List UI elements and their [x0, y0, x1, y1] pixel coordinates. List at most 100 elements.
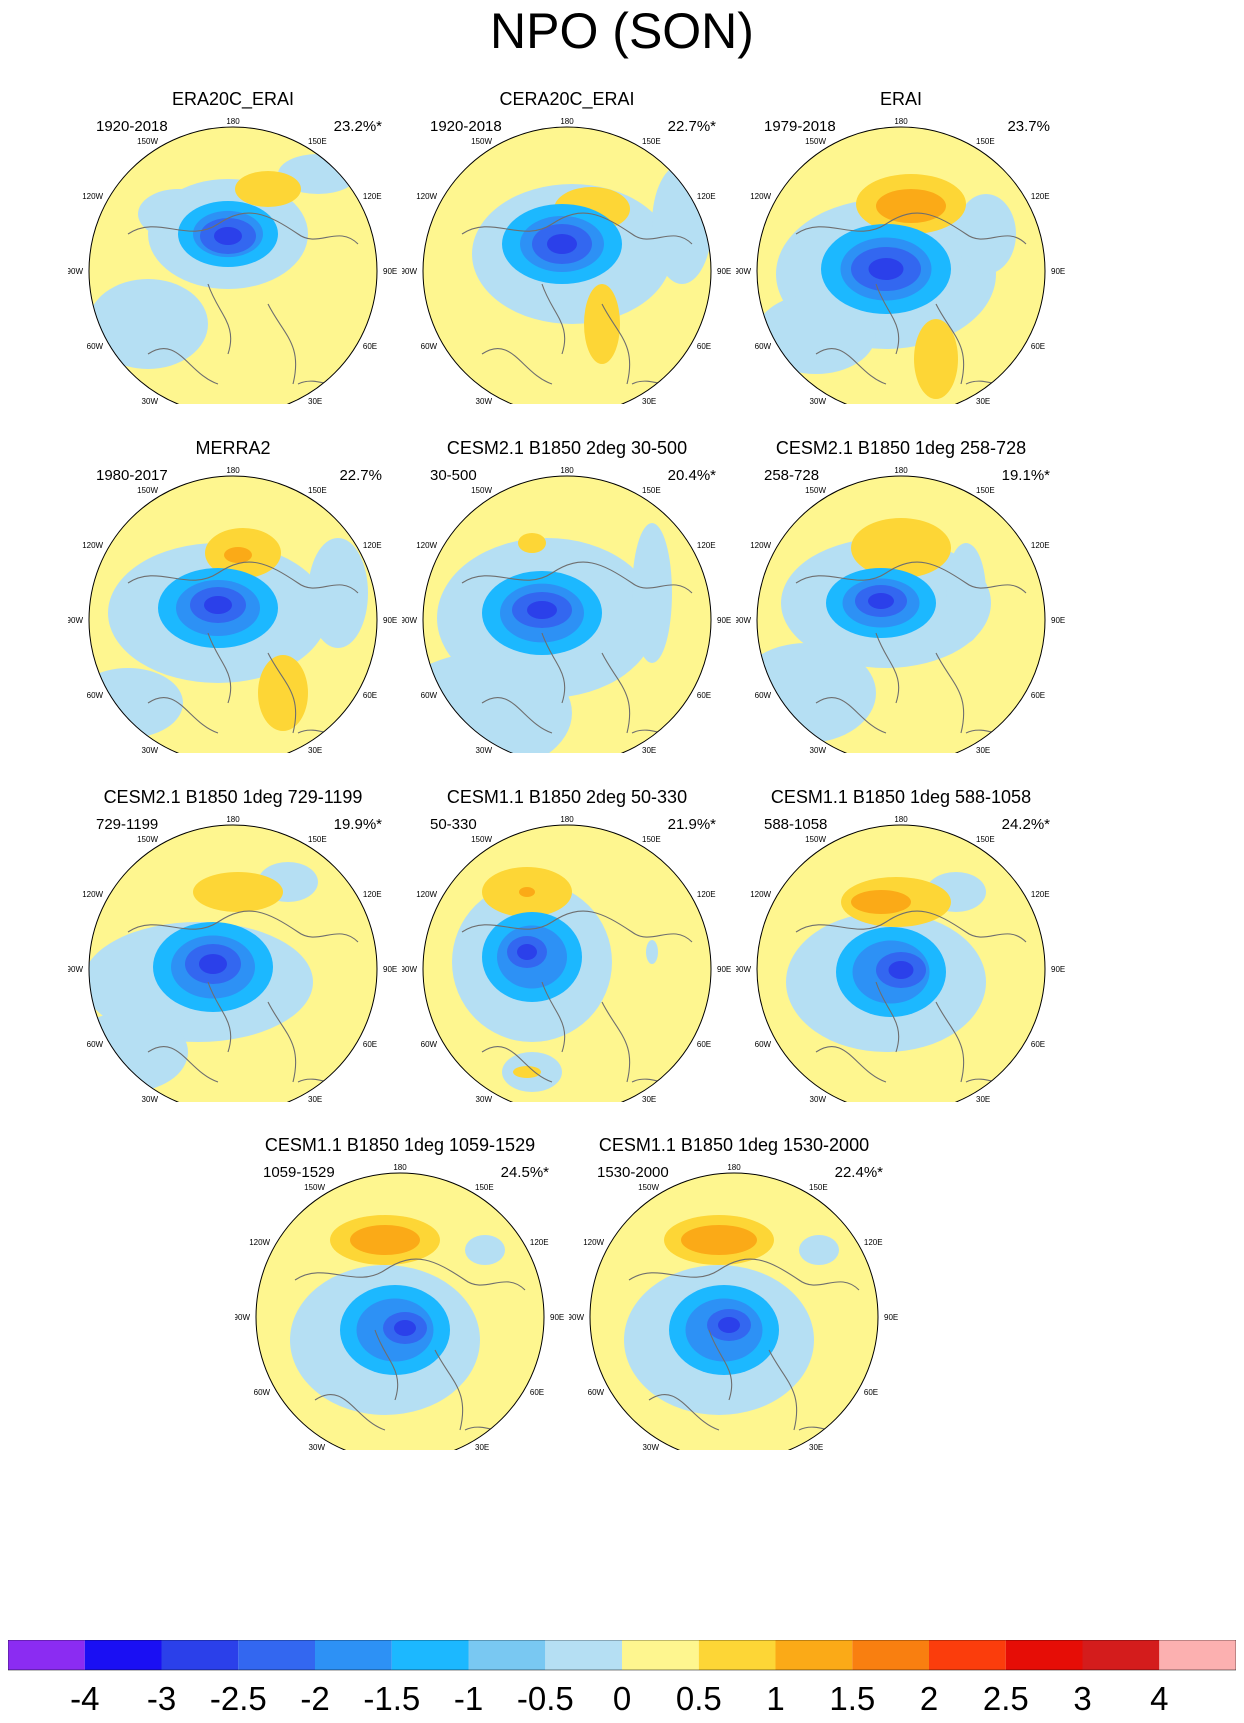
- longitude-label: 150W: [137, 486, 158, 495]
- negative-anomaly-weak: [308, 538, 368, 648]
- longitude-label: 30W: [810, 746, 827, 753]
- panel-variance: 24.5%*: [500, 1164, 549, 1181]
- negative-anomaly-weak: [946, 543, 986, 643]
- colorbar-label: 2: [920, 1680, 938, 1717]
- panel-period: 258-728: [764, 467, 820, 484]
- positive-anomaly-strong: [224, 547, 252, 563]
- coastline: [294, 1258, 526, 1434]
- colorbar-label: 0.5: [676, 1680, 722, 1717]
- longitude-label: 90E: [717, 965, 731, 974]
- colorbar-swatch: [622, 1640, 699, 1670]
- negative-anomaly-weak: [89, 279, 208, 369]
- map-boundary: [422, 475, 712, 753]
- panel-title: CESM1.1 B1850 1deg 588-1058: [770, 787, 1032, 807]
- longitude-label: 150E: [642, 137, 661, 146]
- negative-anomaly-weak: [632, 523, 672, 663]
- longitude-label: 60E: [697, 1040, 711, 1049]
- longitude-label: 120W: [750, 192, 771, 201]
- colorbar-label: -2.5: [210, 1680, 267, 1717]
- panel-period: 30-500: [430, 467, 477, 484]
- longitude-label: 60W: [87, 342, 104, 351]
- polar-map: 180150E120E90E60E30E030W60W90W120W150W: [68, 117, 397, 404]
- panel-title: CESM1.1 B1850 1deg 1059-1529: [264, 1135, 536, 1155]
- longitude-label: 120W: [82, 192, 103, 201]
- positive-anomaly: [518, 533, 546, 553]
- colorbar-swatch: [315, 1640, 392, 1670]
- longitude-label: 150W: [638, 1183, 659, 1192]
- panel-title: CESM1.1 B1850 2deg 50-330: [446, 787, 688, 807]
- longitude-label: 150W: [805, 486, 826, 495]
- longitude-label: 180: [560, 815, 574, 824]
- longitude-label: 30E: [976, 397, 990, 404]
- negative-anomaly-core: [868, 258, 904, 280]
- map-boundary: [756, 475, 1046, 753]
- longitude-label: 60W: [87, 691, 104, 700]
- colorbar-swatch: [391, 1640, 469, 1670]
- longitude-label: 60E: [697, 691, 711, 700]
- longitude-label: 150W: [805, 835, 826, 844]
- panel-title: CERA20C_ERAI: [499, 89, 635, 109]
- longitude-label: 90E: [884, 1313, 898, 1322]
- positive-anomaly-strong: [876, 189, 946, 223]
- negative-anomaly-core: [868, 593, 894, 609]
- colorbar-swatch: [929, 1640, 1006, 1670]
- colorbar-label: 0: [613, 1680, 631, 1717]
- map-panel: ERAI1979-201823.7%180150E120E90E60E30E03…: [736, 88, 1066, 448]
- longitude-label: 180: [727, 1163, 741, 1172]
- longitude-label: 60E: [1031, 342, 1045, 351]
- map-boundary: [589, 1172, 879, 1450]
- map-boundary: [422, 824, 712, 1102]
- panel-variance: 19.1%*: [1001, 467, 1050, 484]
- longitude-label: 30E: [308, 1095, 322, 1102]
- longitude-label: 120E: [697, 541, 716, 550]
- positive-anomaly-strong: [681, 1225, 757, 1255]
- longitude-label: 120E: [363, 192, 382, 201]
- longitude-label: 30E: [809, 1443, 823, 1450]
- negative-anomaly-core: [517, 944, 537, 960]
- longitude-label: 120W: [249, 1238, 270, 1247]
- longitude-label: 90W: [402, 965, 417, 974]
- longitude-label: 120E: [697, 192, 716, 201]
- longitude-label: 90W: [68, 267, 83, 276]
- panel-title: CESM2.1 B1850 1deg 258-728: [775, 438, 1027, 458]
- longitude-label: 30W: [643, 1443, 660, 1450]
- longitude-label: 150E: [976, 835, 995, 844]
- longitude-label: 30W: [476, 397, 493, 404]
- negative-anomaly-core: [199, 954, 227, 974]
- longitude-label: 60W: [588, 1388, 605, 1397]
- positive-anomaly: [258, 655, 308, 731]
- panel-variance: 23.7%: [1007, 118, 1050, 135]
- longitude-label: 120W: [416, 890, 437, 899]
- longitude-label: 30W: [309, 1443, 326, 1450]
- longitude-label: 120E: [363, 541, 382, 550]
- longitude-label: 180: [894, 117, 908, 126]
- longitude-label: 90W: [68, 616, 83, 625]
- polar-map: 180150E120E90E60E30E030W60W90W120W150W: [402, 117, 731, 404]
- longitude-label: 150E: [642, 835, 661, 844]
- longitude-label: 150W: [137, 137, 158, 146]
- map-panel: CESM1.1 B1850 2deg 50-330 50-330 21.9%* 180…: [402, 786, 732, 1146]
- panel-variance: 23.2%*: [333, 118, 382, 135]
- longitude-label: 180: [894, 466, 908, 475]
- longitude-label: 150W: [805, 137, 826, 146]
- coastline: [461, 910, 693, 1086]
- colorbar-swatch: [1082, 1640, 1160, 1670]
- colorbar-frame: [8, 1640, 1236, 1671]
- positive-anomaly: [851, 518, 951, 578]
- longitude-label: 60E: [697, 342, 711, 351]
- polar-map: 180150E120E90E60E30E030W60W90W120W150W: [235, 1163, 564, 1450]
- colorbar-label: 1.5: [829, 1680, 875, 1717]
- negative-anomaly-weak: [646, 940, 658, 964]
- coastline: [795, 561, 1027, 737]
- longitude-label: 180: [226, 117, 240, 126]
- negative-anomaly-core: [204, 596, 232, 614]
- polar-map: 180150E120E90E60E30E030W60W90W120W150W: [736, 117, 1065, 404]
- coastline: [127, 910, 359, 1086]
- longitude-label: 90E: [383, 267, 397, 276]
- panel-period: 1920-2018: [96, 118, 168, 135]
- panel-variance: 22.4%*: [834, 1164, 883, 1181]
- panel-title: CESM1.1 B1850 1deg 1530-2000: [598, 1135, 870, 1155]
- map-panel: CESM2.1 B1850 1deg 258-728 258-728 19.1%* 1…: [736, 437, 1066, 797]
- longitude-label: 150E: [809, 1183, 828, 1192]
- longitude-label: 30W: [810, 397, 827, 404]
